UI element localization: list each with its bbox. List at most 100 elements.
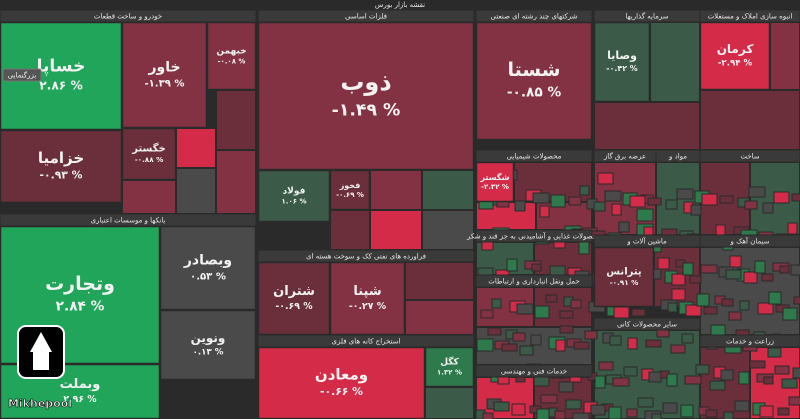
- stock-name: شتران: [273, 284, 315, 299]
- small-tile: [773, 191, 790, 204]
- small-tile: [729, 255, 742, 268]
- small-tile: [618, 221, 630, 233]
- zoom-badge: [2, 68, 42, 82]
- filler-tile: [422, 210, 474, 250]
- small-tile: [768, 291, 782, 305]
- stock-change: ۰.۵۳ %: [190, 271, 226, 282]
- small-tile: [777, 407, 790, 416]
- small-tile: [647, 197, 662, 206]
- small-tile: [579, 185, 590, 196]
- stock-name: خبهمن: [216, 47, 246, 57]
- small-tile: [570, 299, 582, 309]
- stock-tile: [121, 127, 177, 181]
- sector-header: [593, 317, 701, 331]
- small-tile: [487, 327, 502, 336]
- stock-name: خزامیا: [38, 149, 84, 167]
- small-tile: [690, 204, 702, 216]
- small-tile: [720, 369, 734, 381]
- filler-tile: [405, 300, 474, 335]
- sector-label: شرکتهای چند رشته ای صنعتی: [491, 13, 578, 21]
- stock-name: وبصادر: [183, 252, 232, 268]
- sector-label: مواد و: [668, 153, 687, 161]
- small-tile: [626, 408, 638, 418]
- small-tile: [701, 193, 718, 206]
- small-tile: [573, 341, 590, 350]
- filler-tile: [770, 22, 800, 90]
- sector-label: حمل ونقل انبارداری و ارتباطات: [488, 278, 579, 286]
- small-tile: [501, 343, 518, 352]
- stock-name: ومعادن: [315, 365, 368, 383]
- filler-tile: [425, 387, 474, 419]
- logo-figure: [30, 332, 52, 370]
- sector-header: [699, 234, 800, 248]
- small-tile: [709, 380, 726, 391]
- stock-name: فخوز: [339, 181, 361, 190]
- small-tile: [645, 339, 662, 348]
- small-tile: [671, 273, 686, 286]
- small-tile: [550, 194, 566, 208]
- small-tile: [533, 376, 550, 387]
- stock-tile: [159, 225, 257, 311]
- small-tile: [519, 345, 534, 356]
- stock-tile: [159, 309, 257, 381]
- small-tile: [759, 405, 774, 418]
- small-tile: [787, 222, 798, 235]
- stock-name: شستا: [508, 59, 561, 81]
- filler-tile: [176, 128, 216, 168]
- small-tile: [779, 265, 790, 274]
- small-tile: [559, 325, 574, 334]
- small-tile: [662, 402, 678, 414]
- stock-tile: [257, 169, 331, 223]
- stock-change: -۱.۴۹ %: [332, 100, 401, 120]
- small-tile: [719, 195, 734, 204]
- filler-tile: [216, 150, 256, 214]
- stock-change: -۲.۳۲ %: [481, 183, 509, 191]
- filler-tile: [650, 22, 700, 102]
- small-tile: [532, 192, 550, 204]
- small-tile: [530, 334, 542, 346]
- small-tile: [703, 306, 718, 315]
- small-tile: [593, 201, 606, 212]
- small-tile: [761, 273, 774, 282]
- small-tile: [682, 262, 694, 276]
- small-tile: [665, 199, 678, 210]
- small-tile: [728, 311, 742, 321]
- small-tile: [623, 366, 638, 377]
- sector-label: فراورده های نفتی کک و سوخت هسته ای: [306, 253, 426, 261]
- stock-name: پترانس: [606, 267, 642, 278]
- stock-tile: [206, 21, 257, 91]
- small-tile: [762, 202, 774, 214]
- stock-name: کرمان: [717, 42, 754, 56]
- filler-tile: [122, 180, 176, 214]
- map-title: نقشه بازار بورس: [375, 1, 425, 9]
- watermark: Mikhepool: [8, 397, 72, 410]
- sector-label: بانکها و موسسات اعتباری: [91, 217, 166, 225]
- small-tile: [767, 347, 782, 358]
- small-tile: [791, 193, 800, 202]
- small-tile: [597, 172, 614, 185]
- small-tile: [608, 406, 622, 419]
- small-tile: [512, 332, 526, 342]
- small-tile: [549, 265, 566, 276]
- sector-header: [699, 149, 800, 163]
- filler-tile: [330, 210, 370, 250]
- small-tile: [700, 264, 718, 274]
- small-tile: [696, 293, 710, 307]
- small-tile: [657, 257, 670, 270]
- stock-change: -۱.۳۹ %: [144, 78, 184, 89]
- stock-name: کگل: [440, 356, 459, 368]
- stock-name: خساپا: [37, 57, 86, 77]
- small-tile: [681, 333, 694, 344]
- small-tile: [482, 412, 494, 419]
- small-tile: [781, 378, 798, 389]
- sector-header: [475, 274, 593, 288]
- small-tile: [695, 364, 710, 375]
- small-tile: [738, 371, 750, 385]
- stock-change: -۰.۸۸ %: [135, 155, 164, 164]
- stock-tile: [593, 246, 655, 308]
- small-tile: [584, 330, 598, 340]
- small-tile: [723, 411, 734, 419]
- sector-label: عرضه برق گاز: [603, 152, 646, 161]
- small-tile: [514, 200, 526, 212]
- small-tile: [594, 375, 606, 389]
